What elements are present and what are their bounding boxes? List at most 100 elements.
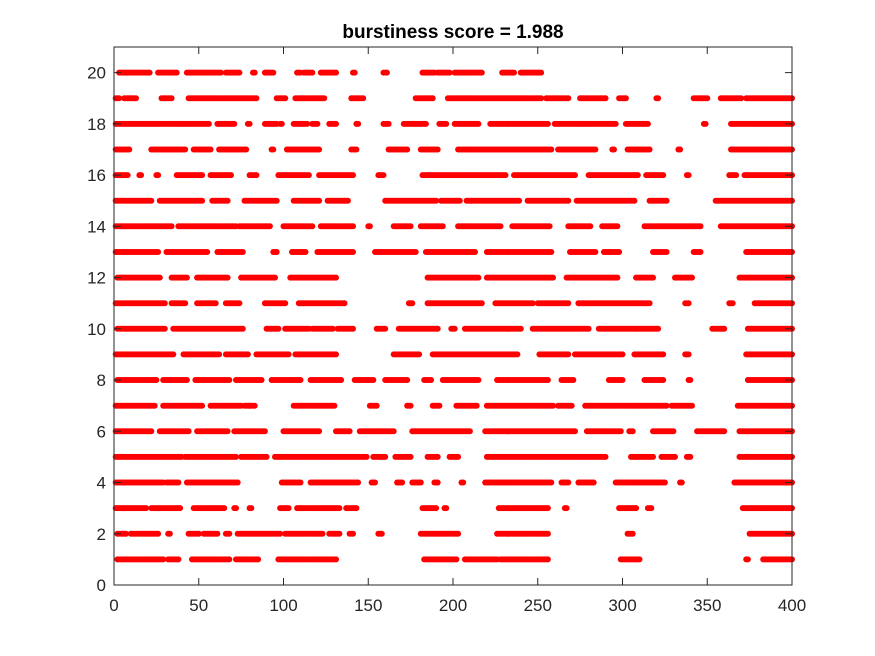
data-point: [475, 377, 482, 383]
data-point: [661, 479, 668, 486]
data-point: [677, 146, 684, 153]
data-point: [544, 556, 551, 563]
data-point: [592, 146, 599, 153]
data-point: [385, 120, 392, 127]
data-point: [138, 172, 145, 179]
data-point: [434, 479, 441, 486]
data-point: [124, 172, 131, 179]
data-point: [544, 120, 551, 127]
data-point: [360, 95, 367, 102]
data-point: [644, 120, 651, 127]
data-point: [270, 146, 277, 153]
data-point: [455, 453, 462, 460]
data-point: [319, 530, 326, 537]
data-point: [161, 325, 168, 332]
data-point: [155, 249, 162, 255]
data-point: [350, 325, 356, 332]
data-point: [355, 120, 362, 127]
data-point: [246, 120, 253, 127]
data-point: [497, 223, 504, 230]
data-point: [407, 223, 414, 230]
data-point: [166, 530, 173, 537]
data-point: [646, 300, 653, 307]
data-point: [236, 69, 243, 76]
data-point: [155, 530, 162, 537]
data-point: [199, 197, 206, 204]
data-point: [226, 530, 233, 537]
data-point: [382, 325, 389, 332]
data-point: [422, 120, 429, 127]
data-point: [236, 300, 243, 307]
data-point: [261, 428, 268, 435]
data-point: [309, 69, 316, 76]
data-point: [563, 505, 570, 512]
data-point: [412, 249, 419, 255]
data-point: [475, 274, 482, 281]
data-point: [316, 428, 323, 435]
data-point: [302, 249, 309, 255]
data-point: [382, 453, 389, 460]
data-point: [475, 120, 482, 127]
data-point: [239, 325, 246, 332]
data-point: [183, 274, 190, 281]
data-point: [602, 95, 609, 102]
data-point: [434, 325, 441, 332]
data-point: [185, 428, 192, 435]
data-point: [341, 300, 348, 307]
data-point: [344, 197, 351, 204]
data-point: [590, 479, 597, 486]
data-point: [314, 120, 321, 127]
data-point: [146, 69, 153, 76]
data-point: [565, 197, 572, 204]
data-point: [687, 377, 694, 383]
data-point: [305, 172, 312, 179]
data-point: [407, 402, 414, 409]
data-point: [685, 172, 692, 179]
data-point: [350, 249, 356, 255]
data-point: [255, 556, 262, 563]
data-point: [702, 120, 709, 127]
data-point: [297, 479, 304, 486]
data-point: [655, 325, 662, 332]
data-point: [350, 223, 356, 230]
data-point: [321, 95, 328, 102]
data-point: [161, 300, 168, 307]
data-point: [353, 505, 360, 512]
data-point: [277, 530, 284, 537]
data-point: [333, 351, 339, 358]
data-point: [744, 556, 751, 563]
data-point: [173, 69, 180, 76]
data-point: [233, 505, 239, 512]
data-point: [175, 479, 182, 486]
data-point: [234, 479, 241, 486]
data-point: [270, 69, 277, 76]
data-point: [568, 402, 575, 409]
data-point: [224, 197, 231, 204]
data-point: [297, 377, 304, 383]
data-point: [663, 249, 670, 255]
data-point: [585, 325, 592, 332]
data-point: [390, 428, 397, 435]
data-point: [355, 479, 362, 486]
chart-title: burstiness score = 1.988: [342, 22, 563, 43]
data-point: [433, 505, 440, 512]
data-point: [453, 556, 460, 563]
data-point: [177, 505, 184, 512]
data-point: [472, 249, 478, 255]
data-point: [148, 428, 155, 435]
data-point: [721, 325, 728, 332]
data-point: [548, 249, 555, 255]
data-point: [226, 556, 233, 563]
data-point: [548, 479, 555, 486]
data-point: [378, 530, 385, 537]
data-point: [221, 505, 228, 512]
data-point: [350, 172, 356, 179]
data-point: [258, 377, 265, 383]
data-point: [207, 146, 214, 153]
data-point: [372, 479, 378, 486]
data-point: [565, 95, 572, 102]
data-point: [148, 197, 155, 204]
data-point: [572, 172, 578, 179]
data-point: [143, 505, 150, 512]
data-point: [407, 453, 414, 460]
